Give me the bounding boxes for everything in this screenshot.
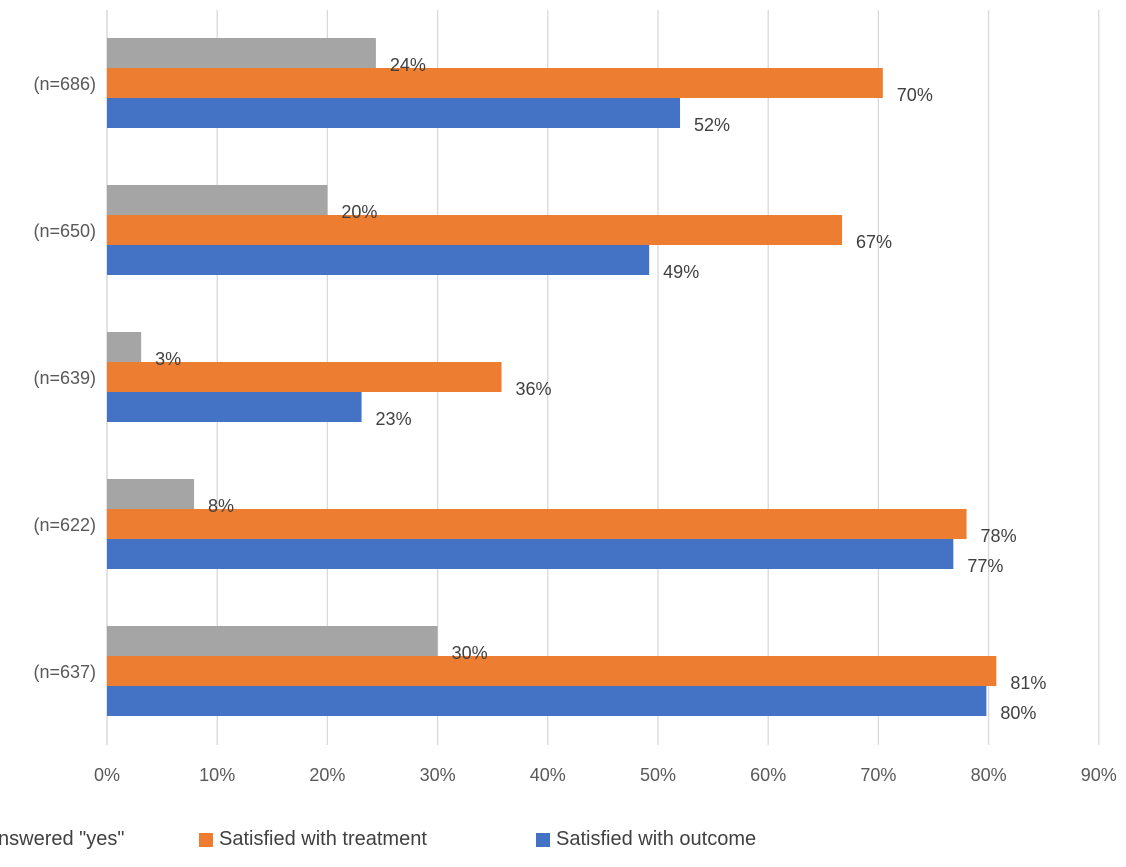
category-label: (n=650) <box>33 221 96 241</box>
data-label: 23% <box>376 409 412 429</box>
bar <box>107 68 883 98</box>
bar <box>107 656 997 686</box>
data-label: 77% <box>967 556 1003 576</box>
bar <box>107 626 438 656</box>
data-label: 78% <box>981 526 1017 546</box>
x-tick-label: 40% <box>530 765 566 785</box>
legend-item-satisfied-treatment: Satisfied with treatment <box>199 828 427 851</box>
legend-label-treatment: Satisfied with treatment <box>219 828 427 850</box>
legend-item-satisfied-outcome: Satisfied with outcome <box>536 828 756 851</box>
data-label: 24% <box>390 55 426 75</box>
legend-swatch-treatment <box>199 832 213 847</box>
legend: nswered "yes" Satisfied with treatment S… <box>0 828 1126 858</box>
bar <box>107 362 502 392</box>
data-label: 20% <box>341 202 377 222</box>
bar <box>107 479 195 509</box>
category-label: (n=637) <box>33 662 96 682</box>
x-tick-label: 30% <box>420 765 456 785</box>
bars <box>107 38 997 716</box>
data-label: 80% <box>1000 703 1036 723</box>
data-label: 81% <box>1010 673 1046 693</box>
category-label: (n=686) <box>33 74 96 94</box>
data-label: 67% <box>856 232 892 252</box>
data-label: 8% <box>208 496 234 516</box>
x-tick-label: 70% <box>860 765 896 785</box>
x-tick-label: 60% <box>750 765 786 785</box>
gridlines <box>106 10 1100 745</box>
legend-item-answered-yes: nswered "yes" <box>0 828 124 851</box>
data-label: 3% <box>155 349 181 369</box>
legend-label-answered-yes: nswered "yes" <box>0 828 125 850</box>
x-tick-label: 90% <box>1081 765 1117 785</box>
bar <box>107 98 681 128</box>
category-label: (n=622) <box>33 515 96 535</box>
x-tick-label: 20% <box>309 765 345 785</box>
x-tick-label: 80% <box>971 765 1007 785</box>
bar <box>107 38 376 68</box>
data-label: 52% <box>694 115 730 135</box>
x-tick-label: 0% <box>94 765 120 785</box>
data-label: 70% <box>897 85 933 105</box>
bar <box>107 509 967 539</box>
category-labels: (n=686) (n=650) (n=639) (n=622) (n=637) <box>33 74 96 682</box>
x-tick-labels: 0% 10% 20% 30% 40% 50% 60% 70% 80% 90% <box>94 765 1117 785</box>
data-label: 30% <box>452 643 488 663</box>
bar <box>107 215 843 245</box>
data-labels: 24% 70% 52% 20% 67% 49% 3% 36% 23% 8% 78% 77% 30% 81%… <box>155 55 1046 723</box>
bar <box>107 332 142 362</box>
bar <box>107 686 987 716</box>
data-label: 49% <box>663 262 699 282</box>
bar <box>107 539 954 569</box>
x-tick-label: 10% <box>199 765 235 785</box>
category-label: (n=639) <box>33 368 96 388</box>
bar <box>107 185 328 215</box>
x-tick-label: 50% <box>640 765 676 785</box>
data-label: 36% <box>516 379 552 399</box>
bar <box>107 392 362 422</box>
bar <box>107 245 650 275</box>
legend-swatch-outcome <box>536 832 550 847</box>
legend-label-outcome: Satisfied with outcome <box>556 828 757 850</box>
